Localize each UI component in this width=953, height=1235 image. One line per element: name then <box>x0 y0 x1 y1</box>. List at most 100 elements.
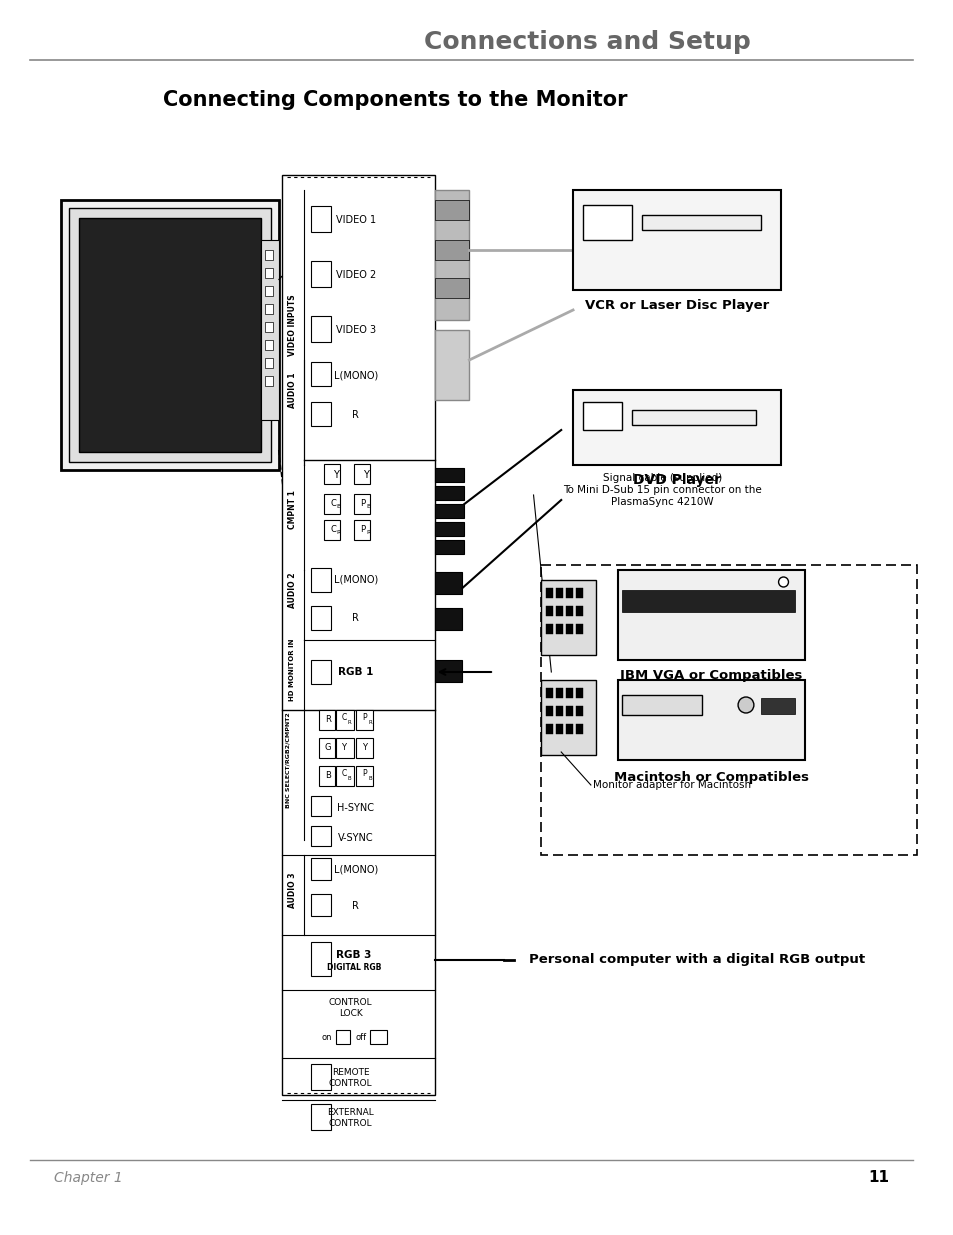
Bar <box>265 287 273 296</box>
Bar <box>435 190 469 320</box>
Bar <box>311 826 331 846</box>
Bar <box>311 362 331 387</box>
Bar <box>435 278 469 298</box>
Bar <box>354 520 369 540</box>
Text: RGB 3: RGB 3 <box>335 950 371 960</box>
Text: Y: Y <box>362 471 368 480</box>
Bar <box>311 316 331 342</box>
Bar <box>556 706 562 716</box>
Bar <box>311 606 331 630</box>
Bar <box>265 268 273 278</box>
Bar <box>265 340 273 350</box>
Text: B: B <box>325 772 331 781</box>
Text: R: R <box>325 715 331 725</box>
Bar <box>311 403 331 426</box>
Bar <box>319 766 335 785</box>
Bar <box>311 659 331 684</box>
Bar <box>576 624 582 634</box>
Circle shape <box>778 577 787 587</box>
Bar <box>541 680 596 755</box>
Bar <box>311 942 331 976</box>
Text: CMPNT 1: CMPNT 1 <box>288 490 296 530</box>
Text: V-SYNC: V-SYNC <box>337 832 374 844</box>
Text: B: B <box>368 776 372 781</box>
Text: P: P <box>359 525 365 534</box>
Bar <box>354 464 369 484</box>
Bar <box>435 468 464 482</box>
Text: Connecting Components to the Monitor: Connecting Components to the Monitor <box>163 90 627 110</box>
Text: on: on <box>321 1034 332 1042</box>
Bar <box>355 710 373 730</box>
Text: L(MONO): L(MONO) <box>334 864 377 876</box>
Bar <box>573 390 780 466</box>
Bar <box>311 568 331 592</box>
Bar <box>546 588 553 598</box>
Bar <box>265 304 273 314</box>
Bar <box>565 606 573 616</box>
Text: R: R <box>352 613 358 622</box>
Bar <box>311 1104 331 1130</box>
Bar <box>355 739 373 758</box>
Bar <box>354 494 369 514</box>
Bar <box>435 200 469 220</box>
Text: C: C <box>341 714 346 722</box>
Bar <box>576 588 582 598</box>
Bar <box>319 710 335 730</box>
Text: R: R <box>348 720 352 725</box>
Text: Y: Y <box>341 743 346 752</box>
Circle shape <box>738 697 753 713</box>
Bar <box>335 1030 350 1044</box>
Bar <box>573 190 780 290</box>
Bar <box>546 688 553 698</box>
Bar <box>546 724 553 734</box>
Bar <box>435 659 462 682</box>
Text: L(MONO): L(MONO) <box>334 370 377 380</box>
Text: AUDIO 2: AUDIO 2 <box>288 572 296 608</box>
Bar <box>311 261 331 287</box>
Bar <box>265 358 273 368</box>
Bar <box>324 520 339 540</box>
Text: AUDIO 1: AUDIO 1 <box>288 372 296 408</box>
Bar <box>556 724 562 734</box>
Bar <box>621 695 700 715</box>
Bar <box>632 410 755 425</box>
Bar <box>435 540 464 555</box>
Bar <box>435 522 464 536</box>
Text: B: B <box>348 776 352 781</box>
Text: P: P <box>359 499 365 508</box>
Text: DIGITAL RGB: DIGITAL RGB <box>326 963 380 972</box>
Text: VIDEO 1: VIDEO 1 <box>335 215 375 225</box>
Bar <box>79 219 260 452</box>
Bar <box>335 766 354 785</box>
Text: BNC SELECT/RGB2/CMPNT2: BNC SELECT/RGB2/CMPNT2 <box>285 713 290 808</box>
Bar <box>335 710 354 730</box>
Bar <box>265 322 273 332</box>
Text: Signal cable (supplied)
To Mini D-Sub 15 pin connector on the
PlasmaSync 4210W: Signal cable (supplied) To Mini D-Sub 15… <box>562 473 761 506</box>
Bar <box>565 624 573 634</box>
Text: Y: Y <box>362 743 367 752</box>
Text: P: P <box>362 769 367 778</box>
Text: IBM VGA or Compatibles: IBM VGA or Compatibles <box>619 668 801 682</box>
Text: VIDEO INPUTS: VIDEO INPUTS <box>288 294 296 356</box>
Text: DVD Player: DVD Player <box>632 473 720 487</box>
Bar <box>369 1030 387 1044</box>
Text: Chapter 1: Chapter 1 <box>54 1171 123 1186</box>
Bar <box>324 464 339 484</box>
Bar <box>576 724 582 734</box>
Bar <box>435 240 469 261</box>
Bar <box>355 766 373 785</box>
Bar <box>311 858 331 881</box>
Text: R: R <box>352 902 358 911</box>
Text: CONTROL
LOCK: CONTROL LOCK <box>329 998 373 1018</box>
Text: Personal computer with a digital RGB output: Personal computer with a digital RGB out… <box>528 952 863 966</box>
Bar <box>565 706 573 716</box>
Bar <box>311 1065 331 1091</box>
Bar <box>556 588 562 598</box>
Text: C: C <box>330 525 335 534</box>
Text: B: B <box>366 505 371 510</box>
Bar <box>546 706 553 716</box>
Text: RGB 1: RGB 1 <box>337 667 373 677</box>
Bar <box>576 606 582 616</box>
Text: 11: 11 <box>867 1171 888 1186</box>
Bar <box>565 588 573 598</box>
